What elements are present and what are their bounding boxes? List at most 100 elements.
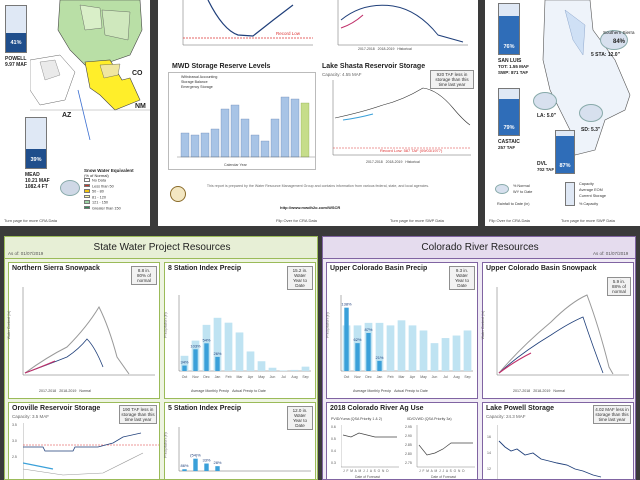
oroville-capacity: Capacity: 3.5 MAF xyxy=(12,414,50,419)
oroville-callout: 190 TAF less in storage than this time l… xyxy=(119,405,157,424)
record-low-label: Record Low xyxy=(276,31,301,36)
panel-title: 2018 Colorado River Ag Use xyxy=(330,405,424,412)
storage-trend-chart xyxy=(337,0,468,46)
legend-historical: Historical xyxy=(397,47,412,51)
legend-label: Greater than 150 xyxy=(92,206,121,210)
bar-data-label: 34% xyxy=(180,360,188,365)
legend-normal-icon xyxy=(495,184,509,194)
legend-2017-2018: 2017-2018 xyxy=(358,47,375,51)
ag-right-ytick-0: 2.95 xyxy=(405,425,412,429)
ag-left-ytick-2: 0.4 xyxy=(331,449,336,453)
five-station-precip-panel: 5 Station Index Precip 12.0 in. Water Ye… xyxy=(164,402,316,479)
la-rainfall: LA: 5.0" xyxy=(537,113,557,119)
swp-as-of: As of: 01/07/2019 xyxy=(8,251,44,256)
month-tick-label: Jan xyxy=(215,375,221,379)
month-tick-label: May xyxy=(258,375,265,379)
oroville-ytick-1: 3.0 xyxy=(12,439,17,443)
legend-swatch xyxy=(84,178,90,182)
mwd-legend-emergency: Emergency Storage xyxy=(181,85,213,89)
san-luis-label: SAN LUIS xyxy=(498,58,522,64)
ag-right-ytick-2: 2.85 xyxy=(405,443,412,447)
mead-gauge: 39% xyxy=(25,117,47,169)
colorado-basin-map xyxy=(30,0,150,140)
snow-globe-icon xyxy=(60,180,80,196)
dvl-gauge: 87% xyxy=(555,130,575,174)
mwd-legend-balance: Storage Balance xyxy=(181,80,208,84)
castaic-pct: 79% xyxy=(503,125,515,131)
snowpack-legend: 2017-2018 2018-2019 Normal xyxy=(39,389,91,393)
month-tick-label: Mar xyxy=(236,375,243,379)
mead-gauge-fill xyxy=(26,148,46,168)
month-tick-label: Aug xyxy=(453,375,459,379)
month-tick-label: Sep xyxy=(302,375,308,379)
average-bar xyxy=(375,322,384,371)
swe-legend-item: 81 - 120 xyxy=(84,194,146,201)
legend-wy-to-date: WY to Date xyxy=(513,190,533,194)
ag-left-ytick-0: 0.6 xyxy=(331,425,336,429)
ag-right-ytick-3: 2.80 xyxy=(405,452,412,456)
actual-bar xyxy=(204,343,209,371)
panel-title: 5 Station Index Precip xyxy=(168,405,242,412)
legend-label: 121 - 150 xyxy=(92,200,109,205)
powell-pct: 41% xyxy=(10,40,22,46)
actual-bar xyxy=(193,349,198,371)
legend-rainfall-to-date: Rainfall to Date (in) xyxy=(497,202,530,206)
actual-bar xyxy=(377,360,382,371)
upper-colorado-precip-panel: Upper Colorado Basin Precip 9.3 in. Wate… xyxy=(326,262,478,399)
shasta-legend: 2017-2018 2018-2019 Historical xyxy=(366,160,420,164)
actual-bar xyxy=(355,343,360,371)
bar-data-label: 62% xyxy=(353,337,361,342)
powell-ytick-0: 16 xyxy=(487,435,491,439)
ag-use-charts xyxy=(341,425,475,468)
precip-callout: 15.2 in. Water Year to Date xyxy=(287,266,313,290)
swe-legend-item: Less than 50 xyxy=(84,183,146,190)
average-bar xyxy=(408,325,417,371)
panel-title: Oroville Reservoir Storage xyxy=(12,405,101,412)
shasta-capacity: Capacity: 4.55 MAF xyxy=(322,72,362,77)
legend-swatch xyxy=(84,200,90,204)
mead-label: MEAD xyxy=(25,172,40,178)
oroville-ytick-2: 2.5 xyxy=(12,455,17,459)
bar-data-label: 26% xyxy=(213,351,221,356)
precip-callout: 9.3 in. Water Year to Date xyxy=(449,266,475,290)
legend-average-monthly: Average Monthly Precip xyxy=(191,389,230,393)
average-bar xyxy=(235,332,244,371)
swe-legend-item: No Data xyxy=(84,178,146,184)
shasta-record-low: Record Low: 587 TAF (09/03/1977) xyxy=(380,148,443,153)
legend-capacity: Capacity xyxy=(579,182,594,186)
month-tick-label: Feb xyxy=(225,375,231,379)
y-axis-label: Precipitation (in) xyxy=(163,312,168,338)
month-tick-label: Feb xyxy=(387,375,393,379)
swp-sheet: State Water Project Resources As of: 01/… xyxy=(4,236,318,480)
swe-legend-item: 50 - 80 xyxy=(84,189,146,195)
swp-header-title: State Water Project Resources xyxy=(93,242,231,253)
snowpack-chart xyxy=(496,287,629,376)
oroville-ytick-0: 3.5 xyxy=(12,423,17,427)
swe-legend-item: 121 - 150 xyxy=(84,200,146,206)
san-luis-tot: TOT: 1.55 MAF xyxy=(498,64,529,69)
san-luis-swp: SWP: 871 TAF xyxy=(498,70,529,75)
mead-pct: 39% xyxy=(30,157,42,163)
report-url[interactable]: http://www.mwdh2o.com/WSCR xyxy=(280,205,341,210)
legend-gauge-icon xyxy=(565,182,575,206)
average-bar xyxy=(213,317,222,371)
average-bar xyxy=(452,335,461,371)
average-bar xyxy=(463,330,472,371)
precip-legend: Average Monthly Precip Actual Precip to … xyxy=(353,389,428,393)
mwd-chart-title: MWD Storage Reserve Levels xyxy=(172,63,271,70)
sd-rain-icon xyxy=(579,104,603,122)
precip-legend: Average Monthly Precip Actual Precip to … xyxy=(191,389,266,393)
castaic-gauge-fill xyxy=(499,98,519,135)
san-luis-gauge-fill xyxy=(499,16,519,54)
average-bar xyxy=(268,367,277,371)
bar-data-label: (54)% xyxy=(190,453,201,458)
average-bar xyxy=(386,325,395,371)
average-bar xyxy=(301,366,310,371)
y-axis-label: Precipitation (in) xyxy=(325,312,330,338)
actual-bar xyxy=(215,356,220,371)
top-left-sheet: CO NM AZ 41% POWELL 9.97 MAF 39% MEAD 10… xyxy=(0,0,150,226)
shasta-legend-historical: Historical xyxy=(405,160,420,164)
month-tick-label: Nov xyxy=(192,375,198,379)
average-bar xyxy=(441,338,450,371)
y-axis-label: Water Content (in) xyxy=(481,310,486,340)
